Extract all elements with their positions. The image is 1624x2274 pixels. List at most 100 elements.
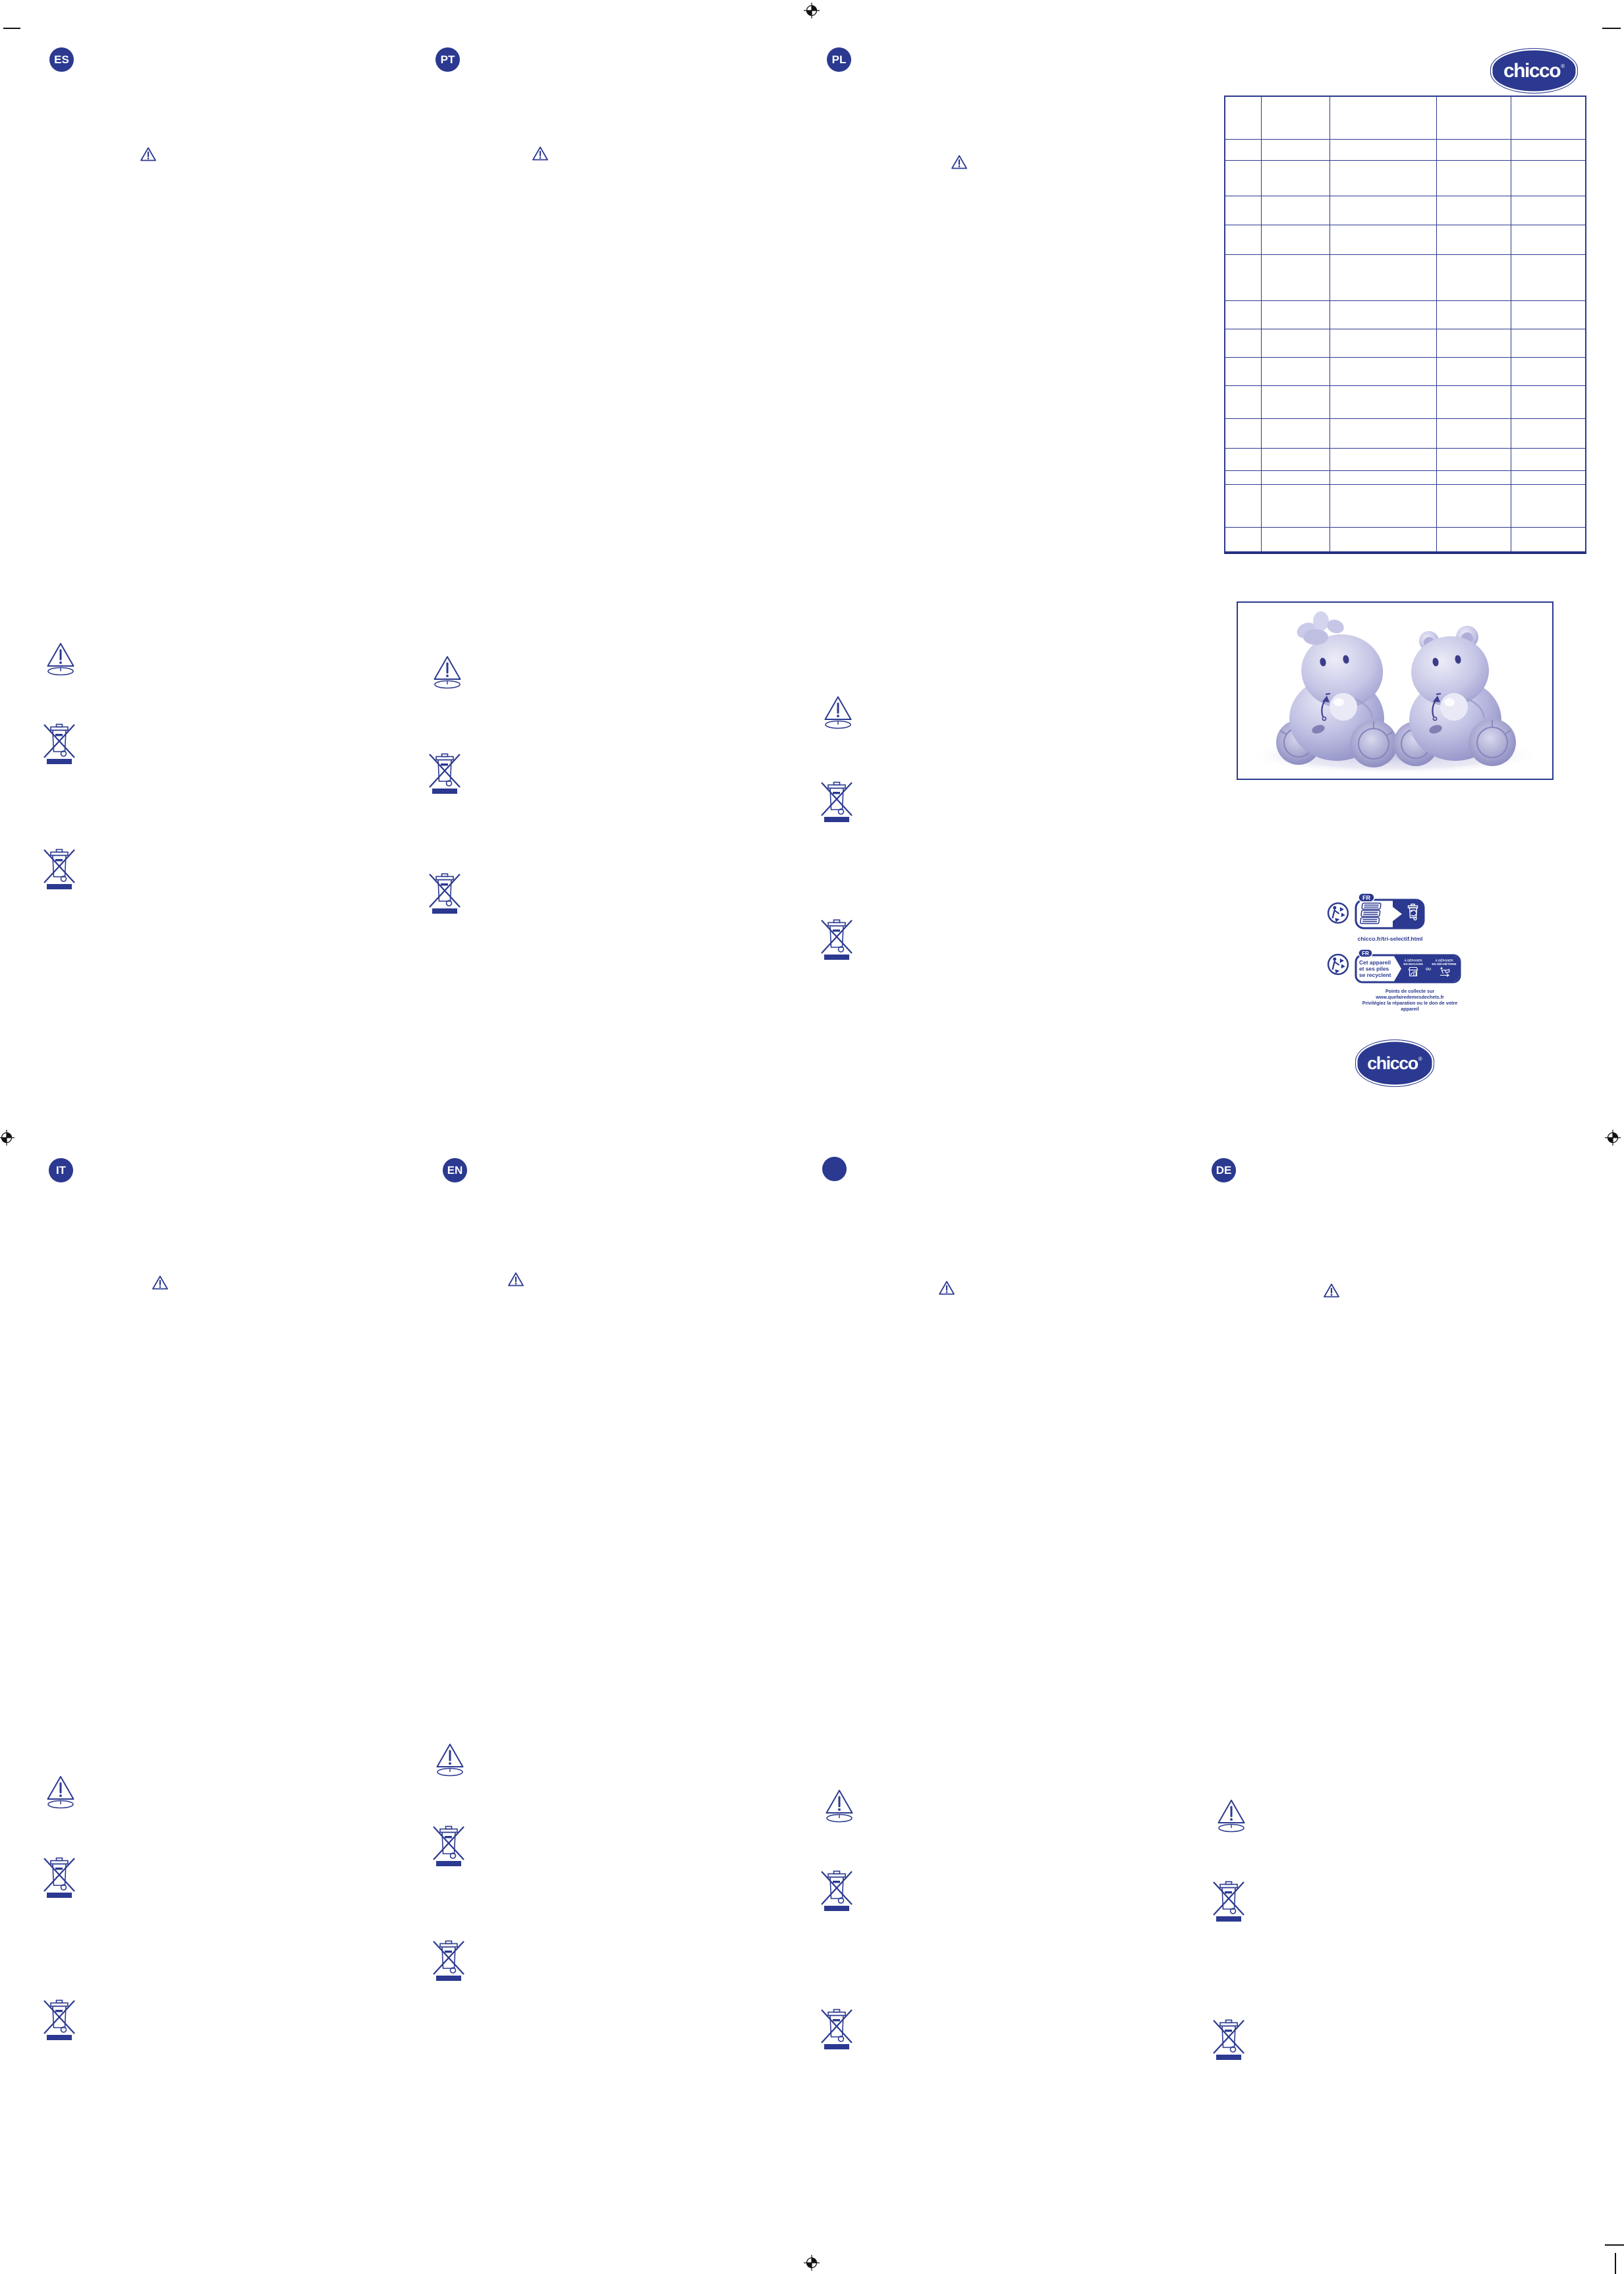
weee-crossed-out-bin-icon [42,846,76,889]
table-cell [1224,159,1262,196]
table-cell [1436,254,1511,301]
table-row [1224,195,1586,225]
table-cell [1511,138,1586,161]
table-cell [1511,484,1586,528]
table-cell [1330,195,1437,225]
fr-badge-text: FR [1362,951,1369,957]
table-row [1224,300,1586,329]
registration-mark-icon [804,3,820,18]
dropoff-option-text: À DÉPOSER [1404,958,1422,962]
chicco-logo-small: chicco ® [1355,1040,1434,1087]
table-cell [1436,328,1511,358]
warning-triangle-icon [951,154,968,170]
table-row [1224,385,1586,419]
table-row [1224,447,1586,471]
table-cell [1224,300,1262,329]
table-cell [1261,418,1330,449]
table-cell [1261,526,1330,553]
recycle-note-line: Points de collecte sur www.quefairedemes… [1376,988,1444,1000]
table-cell [1511,385,1586,419]
table-cell [1330,526,1437,553]
language-badge-label: PT [440,53,455,66]
table-cell [1436,484,1511,528]
button-battery-warning-icon [435,1742,464,1777]
table-cell [1436,96,1511,140]
warning-triangle-icon [938,1280,955,1296]
table-cell [1436,356,1511,386]
claim-line: Cet appareil [1359,959,1391,966]
table-cell [1224,224,1262,255]
table-cell [1511,470,1586,485]
table-cell [1261,484,1330,528]
recycle-appliance-label: Cet appareil et ses piles se recyclent À… [1355,949,1461,984]
table-cell [1261,96,1330,140]
warning-triangle-icon [532,146,549,161]
spec-table-grid [1224,96,1586,554]
table-cell [1330,300,1437,329]
language-badge-pl: PL [827,47,851,72]
table-cell [1261,470,1330,485]
warning-triangle-icon [152,1275,169,1290]
table-cell [1436,418,1511,449]
table-cell [1511,418,1586,449]
fr-badge [1358,893,1375,902]
table-cell [1511,254,1586,301]
waste-center-dropoff-icon [1440,967,1450,977]
table-row [1224,159,1586,196]
registration-mark-icon [804,2255,820,2271]
weee-crossed-out-bin-icon [42,721,76,764]
weee-crossed-out-bin-icon [42,1854,76,1898]
table-cell [1511,224,1586,255]
table-cell [1330,484,1437,528]
table-cell [1330,254,1437,301]
table-cell [1224,526,1262,553]
button-battery-warning-icon [1217,1798,1246,1833]
store-dropoff-icon [1408,966,1418,977]
table-cell [1224,195,1262,225]
table-cell [1261,138,1330,161]
weee-crossed-out-bin-icon [432,1937,466,1981]
table-cell [1511,159,1586,196]
table-cell [1224,254,1262,301]
sorting-label-caption: chicco.fr/tri-selectif.html [1357,935,1423,942]
leaflet-sorting-icon [1360,902,1382,924]
table-cell [1330,328,1437,358]
weee-crossed-out-bin-icon [820,2006,854,2049]
weee-crossed-out-bin-icon [432,1823,466,1866]
warning-triangle-icon [1323,1283,1340,1298]
table-row [1224,356,1586,386]
table-cell [1511,447,1586,471]
language-badge-it: IT [49,1158,73,1182]
or-text: OU [1426,968,1431,972]
table-cell [1330,447,1437,471]
table-cell [1330,470,1437,485]
toy-animals-drawing [1250,611,1540,774]
language-badge-label: PL [831,53,847,66]
registration-mark-icon [1605,1130,1621,1146]
chicco-logo-text: chicco [1503,59,1561,82]
table-cell [1261,447,1330,471]
table-cell [1436,138,1511,161]
table-cell [1261,356,1330,386]
table-row [1224,96,1586,140]
dropoff-option-text: EN DÉCHÈTERIE [1432,961,1456,966]
fr-badge [1358,949,1373,958]
table-cell [1261,385,1330,419]
language-badge-label: EN [447,1163,463,1177]
table-row [1224,526,1586,553]
weee-crossed-out-bin-icon [42,1997,76,2040]
table-cell [1436,447,1511,471]
chicco-logo-text: chicco [1367,1053,1418,1073]
language-badge-pt: PT [435,47,460,72]
sorting-arrow [1386,902,1402,926]
table-row [1224,328,1586,358]
fr-badge-text: FR [1362,895,1370,901]
table-cell [1261,159,1330,196]
table-row [1224,224,1586,255]
claim-line: et ses piles [1359,966,1389,972]
dropoff-option-text: EN MAGASIN [1403,962,1423,966]
weee-crossed-out-bin-icon [428,750,462,794]
spec-table [1224,96,1586,554]
triman-recycling-icon [1327,953,1349,976]
